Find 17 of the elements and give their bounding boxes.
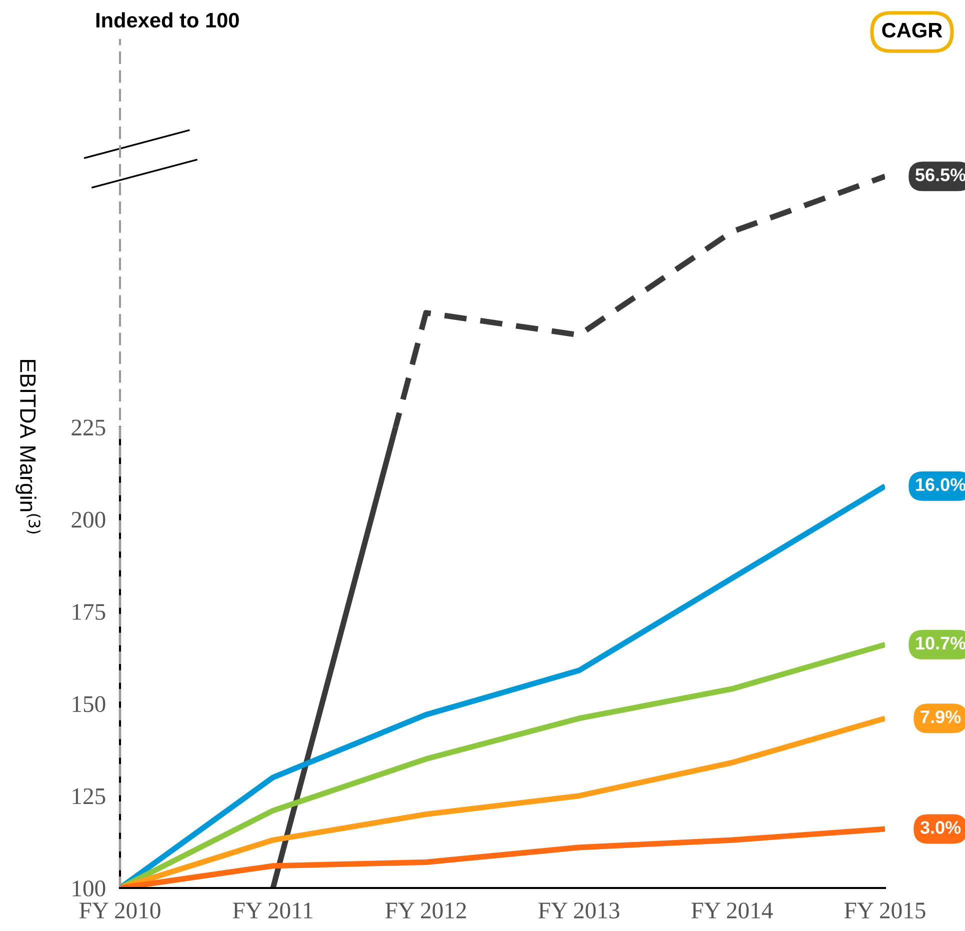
text: CAGR (882, 22, 942, 38)
x-tick-label: FY 2014 (691, 902, 773, 919)
chart-title: Indexed to 100 (96, 12, 239, 28)
x-tick-label: FY 2013 (538, 902, 620, 919)
y-tick-label: 200 (72, 512, 106, 528)
annotation: 3.0% (920, 821, 961, 834)
annotation: 7.9% (920, 710, 961, 724)
y-tick-label: 150 (72, 696, 106, 712)
y-tick-label: 100 (72, 880, 106, 896)
y-tick-label: 175 (72, 604, 106, 620)
y-tick-label: 125 (72, 788, 106, 804)
y-axis-title: EBITDA Margin$^{(3)}$ (16, 360, 41, 534)
x-tick-label: FY 2012 (385, 902, 466, 919)
x-tick-label: FY 2015 (844, 902, 926, 919)
y-tick-label: 225 (72, 420, 106, 436)
x-tick-label: FY 2010 (79, 902, 160, 919)
x-tick-label: FY 2011 (232, 902, 312, 919)
